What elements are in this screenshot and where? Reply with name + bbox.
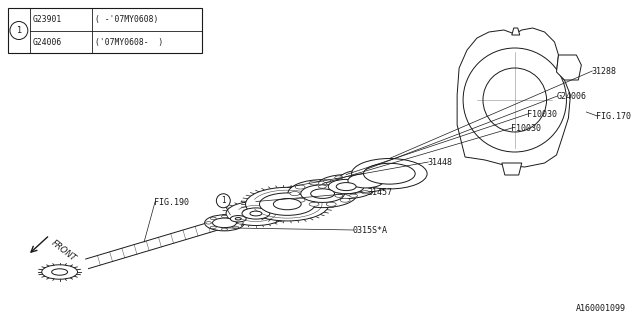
Ellipse shape bbox=[295, 185, 305, 189]
Circle shape bbox=[10, 21, 28, 39]
Bar bbox=[8, 8, 202, 53]
Ellipse shape bbox=[236, 218, 241, 220]
Ellipse shape bbox=[316, 175, 376, 199]
Ellipse shape bbox=[226, 202, 285, 226]
Text: G23901: G23901 bbox=[33, 15, 62, 24]
Ellipse shape bbox=[205, 215, 244, 231]
Polygon shape bbox=[502, 163, 522, 175]
Ellipse shape bbox=[323, 179, 331, 182]
Ellipse shape bbox=[309, 181, 319, 185]
Ellipse shape bbox=[242, 208, 270, 219]
Text: 1: 1 bbox=[16, 26, 22, 35]
Ellipse shape bbox=[362, 191, 369, 194]
Ellipse shape bbox=[483, 68, 547, 132]
Ellipse shape bbox=[336, 183, 356, 191]
Text: FRONT: FRONT bbox=[50, 238, 78, 263]
Text: FIG.170: FIG.170 bbox=[596, 112, 631, 121]
Text: 31448: 31448 bbox=[428, 158, 452, 167]
Ellipse shape bbox=[366, 185, 374, 188]
Ellipse shape bbox=[310, 189, 335, 198]
Ellipse shape bbox=[328, 180, 364, 194]
Text: G24006: G24006 bbox=[557, 92, 586, 101]
Ellipse shape bbox=[52, 269, 68, 275]
Ellipse shape bbox=[237, 222, 243, 224]
Ellipse shape bbox=[349, 176, 358, 179]
Ellipse shape bbox=[338, 170, 394, 192]
Ellipse shape bbox=[318, 185, 326, 188]
Ellipse shape bbox=[340, 185, 350, 189]
Ellipse shape bbox=[273, 198, 301, 210]
Ellipse shape bbox=[42, 265, 77, 279]
Text: ( -'07MY0608): ( -'07MY0608) bbox=[95, 15, 159, 24]
Ellipse shape bbox=[349, 194, 358, 197]
Polygon shape bbox=[457, 28, 570, 167]
Ellipse shape bbox=[205, 222, 212, 224]
Polygon shape bbox=[512, 28, 520, 35]
Ellipse shape bbox=[246, 187, 329, 221]
Ellipse shape bbox=[326, 181, 336, 185]
Ellipse shape bbox=[346, 192, 355, 196]
Ellipse shape bbox=[290, 192, 300, 196]
Ellipse shape bbox=[335, 176, 343, 179]
Text: 0315S*A: 0315S*A bbox=[353, 226, 388, 235]
Ellipse shape bbox=[335, 194, 343, 197]
Ellipse shape bbox=[309, 202, 319, 206]
Ellipse shape bbox=[250, 211, 262, 216]
Ellipse shape bbox=[211, 217, 216, 220]
Text: F10030: F10030 bbox=[527, 110, 557, 119]
Text: G24006: G24006 bbox=[33, 37, 62, 46]
Ellipse shape bbox=[364, 163, 415, 184]
Ellipse shape bbox=[295, 198, 305, 202]
Text: 31457: 31457 bbox=[368, 188, 393, 197]
Text: 1: 1 bbox=[221, 196, 226, 205]
Ellipse shape bbox=[348, 173, 384, 188]
Text: A160001099: A160001099 bbox=[576, 304, 626, 313]
Ellipse shape bbox=[351, 158, 427, 189]
Ellipse shape bbox=[212, 223, 221, 227]
Ellipse shape bbox=[340, 198, 350, 202]
Text: ('07MY0608-  ): ('07MY0608- ) bbox=[95, 37, 164, 46]
Text: F10030: F10030 bbox=[511, 124, 541, 133]
Ellipse shape bbox=[221, 228, 227, 230]
Ellipse shape bbox=[301, 185, 344, 203]
Ellipse shape bbox=[362, 179, 369, 182]
Ellipse shape bbox=[230, 216, 246, 222]
Ellipse shape bbox=[221, 215, 227, 218]
Ellipse shape bbox=[233, 217, 239, 220]
Ellipse shape bbox=[212, 218, 236, 228]
Ellipse shape bbox=[326, 202, 336, 206]
Ellipse shape bbox=[463, 48, 566, 152]
Text: FIG.190: FIG.190 bbox=[154, 198, 189, 207]
Ellipse shape bbox=[233, 226, 239, 228]
Ellipse shape bbox=[323, 191, 331, 194]
Ellipse shape bbox=[288, 180, 357, 208]
Ellipse shape bbox=[259, 193, 315, 215]
Polygon shape bbox=[557, 55, 581, 80]
Ellipse shape bbox=[211, 226, 216, 228]
Circle shape bbox=[216, 194, 230, 208]
Text: 31288: 31288 bbox=[591, 67, 616, 76]
